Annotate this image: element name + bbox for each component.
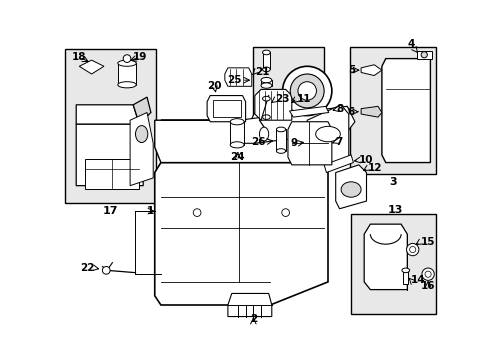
- Text: 4: 4: [407, 39, 414, 49]
- Bar: [262, 53, 270, 69]
- Ellipse shape: [262, 96, 270, 101]
- Text: 11: 11: [297, 94, 311, 104]
- Circle shape: [406, 243, 418, 256]
- Bar: [349, 47, 435, 174]
- Circle shape: [102, 266, 110, 274]
- Polygon shape: [416, 51, 431, 59]
- Polygon shape: [287, 122, 331, 165]
- Ellipse shape: [341, 182, 360, 197]
- Bar: [213, 100, 241, 117]
- Text: 20: 20: [207, 81, 222, 91]
- Ellipse shape: [262, 67, 270, 72]
- Text: 25: 25: [227, 75, 241, 85]
- Circle shape: [421, 268, 433, 280]
- Circle shape: [281, 209, 289, 216]
- Polygon shape: [316, 106, 350, 163]
- Polygon shape: [306, 105, 348, 163]
- Ellipse shape: [261, 77, 271, 83]
- Ellipse shape: [262, 50, 270, 55]
- Polygon shape: [154, 120, 327, 163]
- Polygon shape: [76, 105, 139, 124]
- Polygon shape: [130, 112, 153, 186]
- Bar: [261, 80, 271, 86]
- Text: 10: 10: [358, 155, 372, 165]
- Text: 6: 6: [346, 107, 353, 117]
- Text: 8: 8: [336, 104, 343, 114]
- Text: 12: 12: [367, 163, 382, 173]
- Polygon shape: [364, 224, 407, 289]
- Text: 16: 16: [420, 281, 434, 291]
- Ellipse shape: [230, 142, 244, 148]
- Polygon shape: [360, 106, 381, 117]
- Ellipse shape: [262, 115, 270, 120]
- Polygon shape: [224, 68, 251, 86]
- Text: 15: 15: [420, 237, 434, 247]
- Circle shape: [290, 74, 324, 108]
- Ellipse shape: [261, 83, 271, 88]
- Text: 18: 18: [72, 52, 86, 62]
- Polygon shape: [239, 106, 354, 143]
- Text: 21: 21: [254, 67, 269, 77]
- Circle shape: [193, 209, 201, 216]
- Ellipse shape: [276, 127, 285, 132]
- Ellipse shape: [276, 149, 285, 153]
- Polygon shape: [85, 159, 139, 189]
- Polygon shape: [133, 97, 151, 124]
- Text: 1: 1: [147, 206, 154, 216]
- Bar: [403, 270, 407, 284]
- Bar: [350, 214, 435, 314]
- Text: 22: 22: [80, 263, 95, 273]
- Text: 7: 7: [335, 137, 343, 147]
- Polygon shape: [381, 59, 429, 163]
- Text: 9: 9: [290, 138, 297, 148]
- Bar: [118, 63, 136, 85]
- Polygon shape: [207, 95, 245, 122]
- Text: 17: 17: [103, 206, 119, 216]
- Circle shape: [282, 66, 331, 116]
- Ellipse shape: [315, 126, 340, 142]
- Bar: [253, 47, 324, 132]
- Text: 23: 23: [274, 94, 289, 104]
- Text: 5: 5: [347, 65, 354, 75]
- Text: 26: 26: [251, 137, 265, 147]
- Polygon shape: [79, 60, 104, 74]
- Polygon shape: [76, 124, 143, 186]
- Ellipse shape: [118, 60, 136, 66]
- Text: 19: 19: [133, 52, 147, 62]
- Bar: [65, 49, 156, 203]
- Circle shape: [409, 247, 415, 253]
- Bar: [230, 122, 244, 145]
- Polygon shape: [161, 105, 316, 120]
- Ellipse shape: [230, 119, 244, 125]
- Ellipse shape: [259, 127, 268, 141]
- Text: 3: 3: [388, 177, 396, 187]
- Text: 24: 24: [230, 152, 244, 162]
- Polygon shape: [335, 165, 366, 209]
- Text: 2: 2: [249, 314, 256, 324]
- Ellipse shape: [401, 268, 409, 273]
- Ellipse shape: [118, 82, 136, 88]
- Bar: [276, 130, 285, 151]
- Text: 14: 14: [410, 275, 425, 285]
- Polygon shape: [289, 106, 328, 117]
- Text: 13: 13: [386, 204, 402, 215]
- Circle shape: [420, 52, 427, 58]
- Circle shape: [424, 271, 430, 277]
- Circle shape: [297, 82, 316, 100]
- Polygon shape: [227, 293, 271, 316]
- Polygon shape: [154, 163, 327, 305]
- Bar: [262, 99, 270, 117]
- Circle shape: [123, 55, 131, 62]
- Polygon shape: [360, 65, 381, 76]
- Ellipse shape: [135, 126, 147, 143]
- Polygon shape: [324, 155, 353, 172]
- Polygon shape: [254, 89, 291, 120]
